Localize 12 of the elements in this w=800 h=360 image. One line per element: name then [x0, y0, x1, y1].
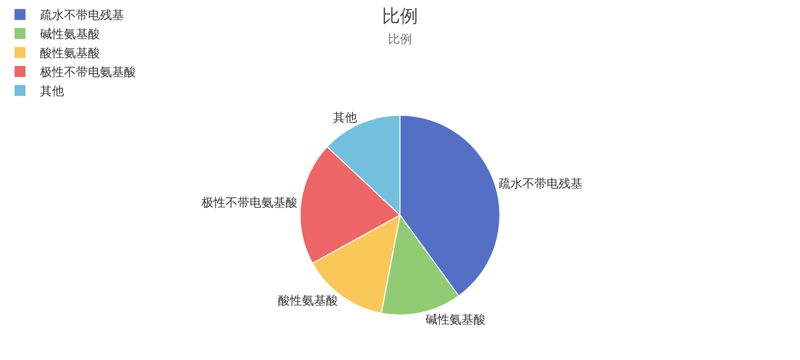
chart-title: 比例	[382, 6, 418, 27]
slice-label: 疏水不带电残基	[498, 176, 583, 191]
text: 比例	[388, 32, 412, 46]
legend-label: 其他	[40, 84, 64, 98]
legend-label: 酸性氨基酸	[40, 46, 100, 60]
slice-label: 其他	[332, 110, 357, 125]
legend-label: 疏水不带电残基	[40, 8, 124, 22]
slice-label: 酸性氨基酸	[278, 294, 338, 308]
slice-label: 碱性氨基酸	[425, 312, 486, 326]
slice-label: 极性不带电氨基酸	[200, 195, 298, 210]
legend-label: 极性不带电氨基酸	[39, 65, 136, 80]
legend-label: 碱性氨基酸	[40, 27, 100, 42]
